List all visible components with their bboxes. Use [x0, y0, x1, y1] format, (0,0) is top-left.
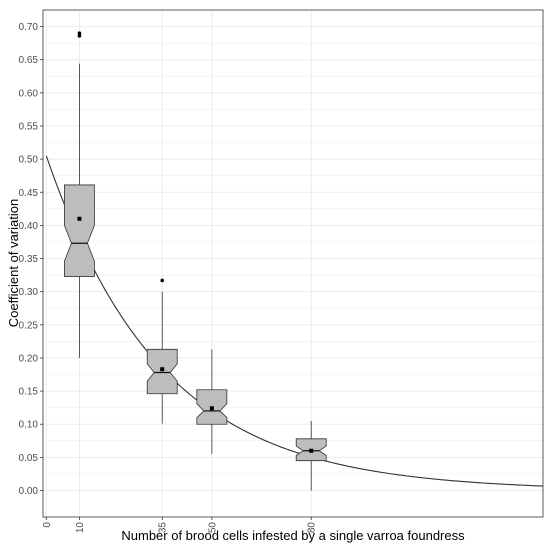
outlier-point [77, 34, 82, 38]
outlier-point [160, 278, 165, 283]
x-axis-ticks: 0 10 35 50 80 [42, 517, 318, 533]
y-tick-label: 0.05 [19, 453, 39, 464]
y-axis-title: Coefficient of variation [6, 199, 21, 327]
y-tick-label: 0.35 [19, 254, 39, 265]
y-tick-label: 0.70 [19, 22, 39, 33]
outlier-point [77, 31, 82, 35]
box-x-50 [196, 349, 228, 455]
y-tick-label: 0.30 [19, 287, 39, 298]
y-tick-label: 0.20 [19, 353, 39, 364]
y-axis-ticks: 0.00 0.05 0.10 0.15 0.20 0.25 0.30 0.35 0.40 0.45… [19, 22, 43, 497]
grid [43, 10, 543, 517]
panel-border [42, 9, 544, 518]
y-tick-label: 0.25 [19, 320, 39, 331]
x-axis-title: Number of brood cells infested by a sing… [121, 528, 465, 543]
y-tick-label: 0.45 [19, 188, 39, 199]
y-tick-label: 0.15 [19, 387, 39, 398]
mean-point [209, 406, 214, 411]
mean-point [160, 367, 165, 372]
x-tick-label: 0 [42, 522, 53, 528]
y-tick-label: 0.40 [19, 221, 39, 232]
y-tick-label: 0.50 [19, 155, 39, 166]
y-tick-label: 0.00 [19, 486, 39, 497]
y-tick-label: 0.10 [19, 420, 39, 431]
y-tick-label: 0.60 [19, 88, 39, 99]
box-x-35 [146, 278, 178, 424]
box-x-80 [295, 420, 327, 491]
x-tick-label: 35 [158, 522, 169, 534]
y-tick-label: 0.65 [19, 55, 39, 66]
fit-curve-layer [45, 155, 544, 487]
box-body [146, 348, 178, 395]
y-tick-label: 0.55 [19, 121, 39, 132]
box-x-10 [64, 31, 95, 358]
mean-point [309, 448, 314, 453]
x-tick-label: 10 [75, 522, 86, 534]
x-tick-label: 80 [307, 522, 318, 534]
fit-curve [45, 155, 544, 487]
boxes-layer [64, 31, 327, 491]
x-tick-label: 50 [207, 522, 218, 534]
mean-point [77, 216, 82, 221]
panel-background [43, 10, 543, 517]
box-body [64, 184, 95, 277]
